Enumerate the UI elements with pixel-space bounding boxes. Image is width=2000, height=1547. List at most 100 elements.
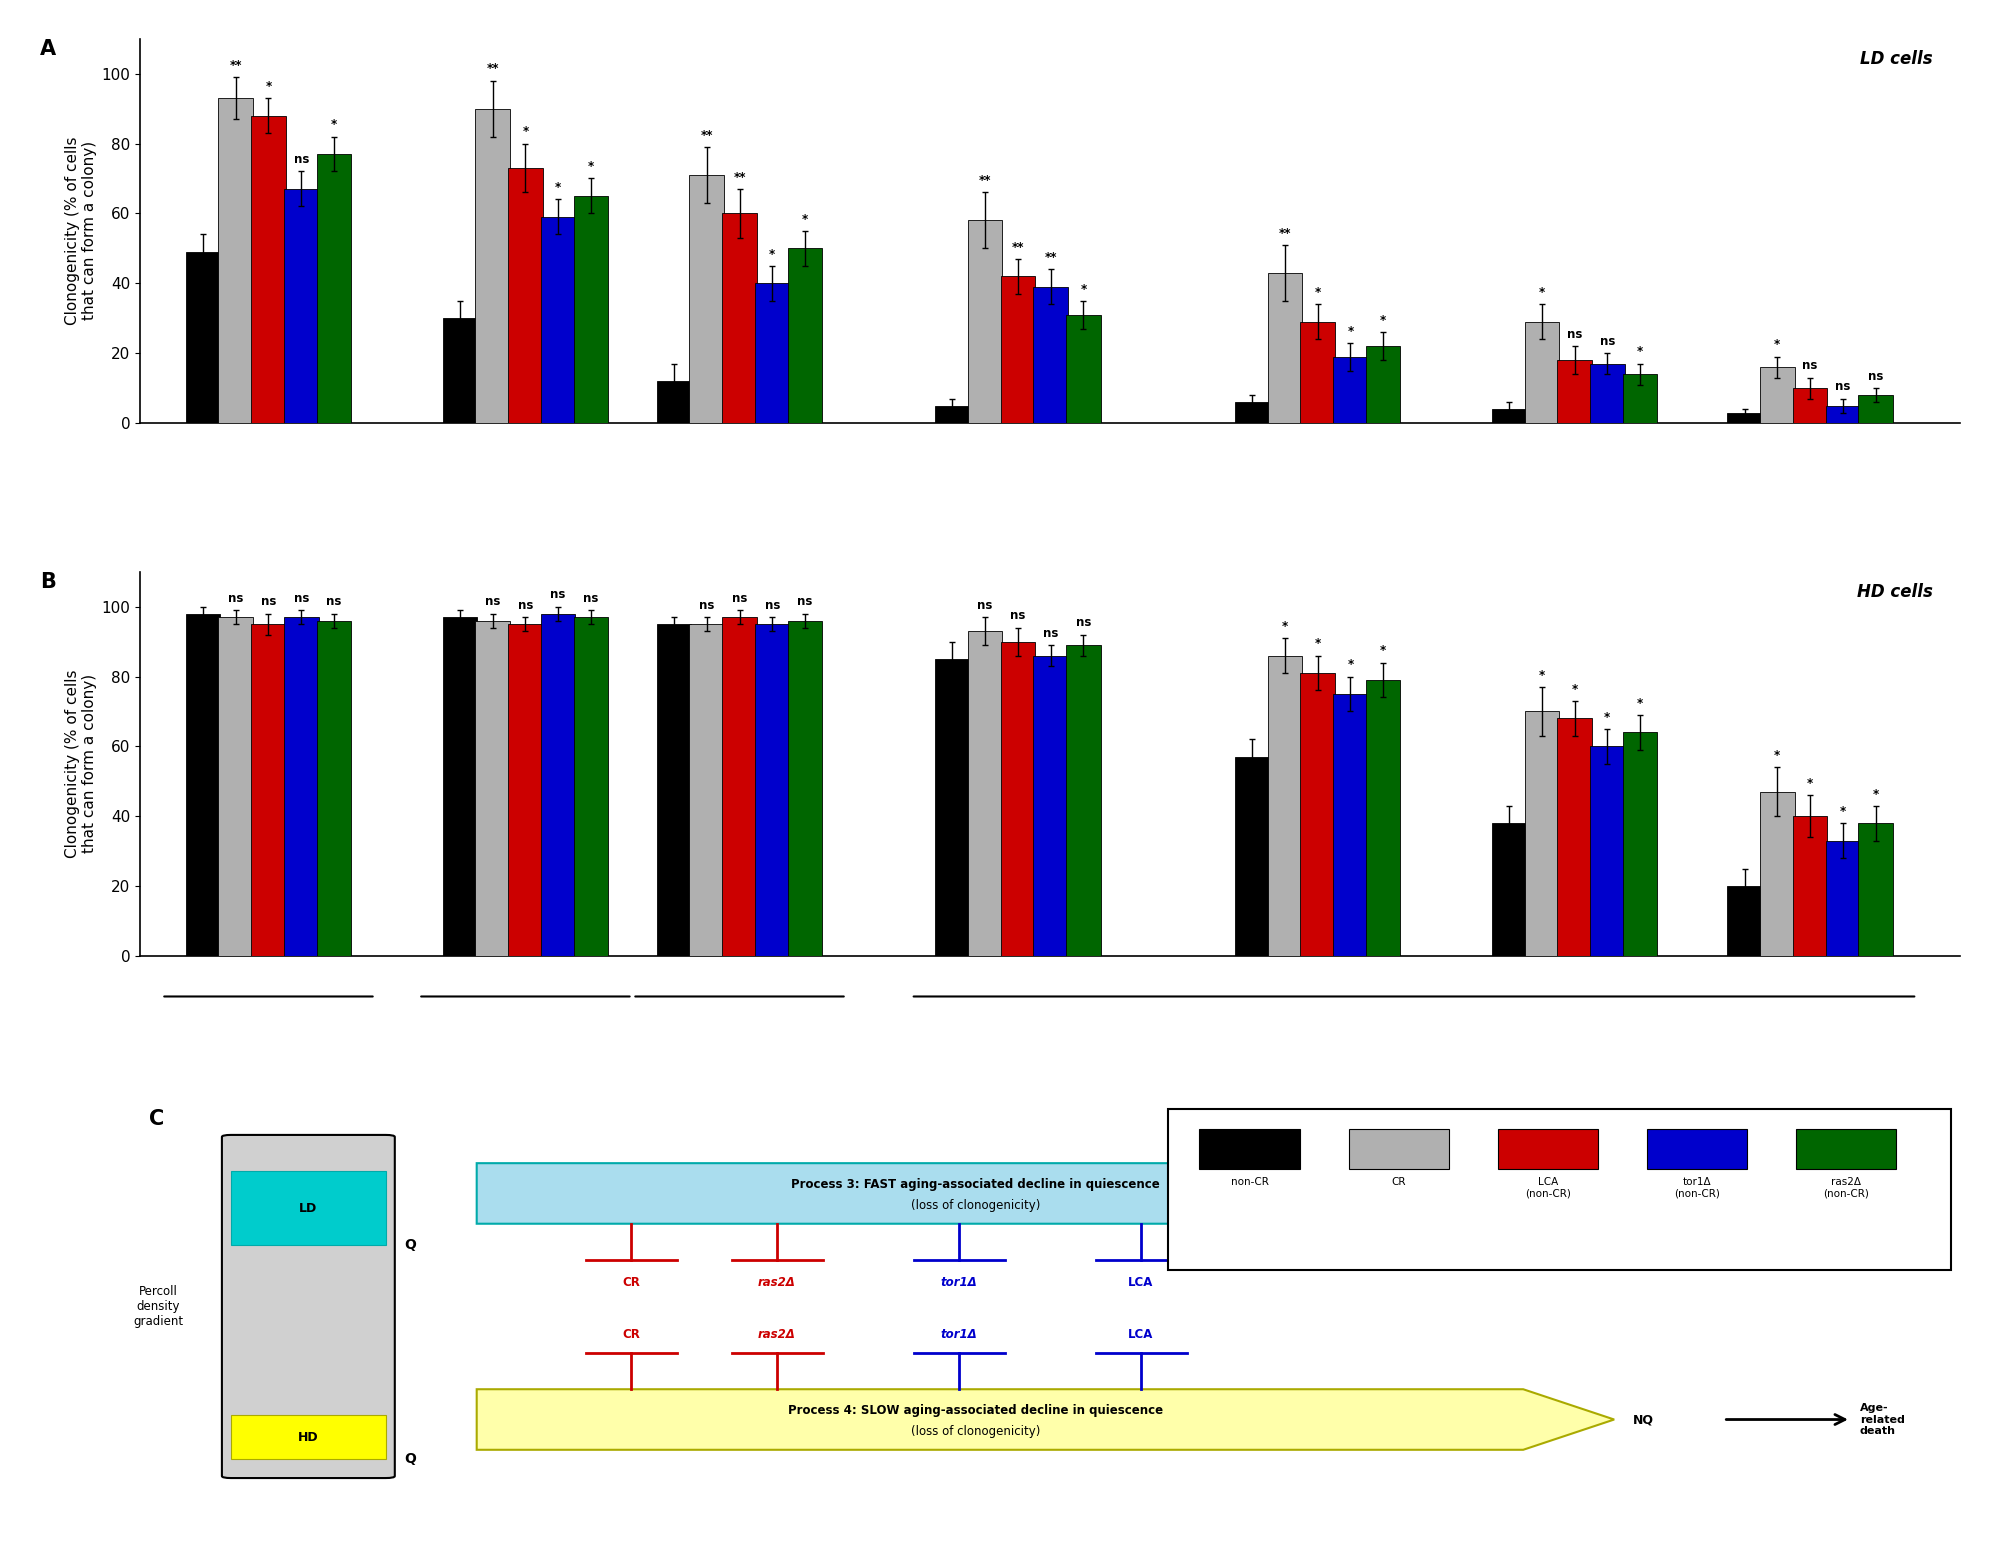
Text: LCA: LCA [1128,1276,1154,1289]
Text: tor1Δ
(non-CR): tor1Δ (non-CR) [1674,1177,1720,1199]
Bar [508,169,542,424]
Text: ns: ns [550,588,566,602]
Bar [1234,756,1270,956]
Text: *: * [1538,286,1544,299]
Text: ns: ns [1600,336,1616,348]
Text: A: A [40,39,56,59]
Text: NQ: NQ [1632,1187,1654,1200]
Text: **: ** [978,175,992,187]
Text: **: ** [486,62,498,76]
Text: HD cells: HD cells [1856,583,1932,602]
Text: ns: ns [1076,616,1092,630]
Bar [1792,817,1828,956]
Bar [1300,673,1334,956]
Text: ns: ns [260,596,276,608]
Bar [1000,277,1036,424]
FancyBboxPatch shape [1648,1129,1748,1170]
Polygon shape [476,1389,1614,1450]
Text: LCA
(non-CR): LCA (non-CR) [1526,1177,1570,1199]
Text: ns: ns [1802,359,1818,373]
Bar [1622,732,1658,956]
Text: ns: ns [584,593,598,605]
Bar [540,614,576,956]
Text: *: * [1604,710,1610,724]
Bar [1590,746,1624,956]
Text: ras2Δ
(non-CR): ras2Δ (non-CR) [1824,1177,1870,1199]
Bar [442,617,478,956]
Bar [1858,394,1892,424]
Bar [1524,322,1560,424]
FancyBboxPatch shape [222,1135,394,1477]
Text: ns: ns [1836,381,1850,393]
Text: Q: Q [404,1453,416,1467]
Text: *: * [802,212,808,226]
Text: LD: LD [300,1202,318,1214]
Text: (loss of clonogenicity): (loss of clonogenicity) [910,1425,1040,1439]
Bar [1792,388,1828,424]
Text: *: * [556,181,562,195]
Text: Percoll
density
gradient: Percoll density gradient [134,1286,184,1327]
Bar [186,252,220,424]
Text: CR: CR [1392,1177,1406,1187]
Text: *: * [1538,668,1544,682]
Y-axis label: Clonogenicity (% of cells
that can form a colony): Clonogenicity (% of cells that can form … [64,670,98,859]
Text: Q: Q [404,1239,416,1253]
Text: *: * [522,125,528,138]
Text: *: * [1282,620,1288,633]
Bar [936,405,970,424]
Text: CR: CR [622,1327,640,1341]
Text: (loss of clonogenicity): (loss of clonogenicity) [910,1199,1040,1211]
Text: ns: ns [294,153,308,166]
Text: **: ** [700,128,714,142]
Text: ns: ns [978,599,992,613]
Bar [1268,272,1302,424]
Bar [1268,656,1302,956]
Bar [218,97,254,424]
Text: LD cells: LD cells [1860,50,1932,68]
FancyBboxPatch shape [1348,1129,1448,1170]
Bar [508,623,542,956]
Y-axis label: Clonogenicity (% of cells
that can form a colony): Clonogenicity (% of cells that can form … [64,136,98,325]
Text: *: * [770,248,776,260]
Text: ns: ns [1868,370,1884,384]
Text: **: ** [1044,251,1056,265]
Text: NQ: NQ [1632,1412,1654,1426]
Bar [574,617,608,956]
Text: ns: ns [294,593,308,605]
Bar [1826,840,1860,956]
Text: HD: HD [298,1431,318,1443]
Polygon shape [476,1163,1614,1224]
Text: LCA: LCA [1128,1327,1154,1341]
Bar [968,631,1002,956]
Bar [656,381,692,424]
Text: *: * [266,80,272,93]
Bar [574,196,608,424]
FancyBboxPatch shape [1168,1109,1950,1270]
Text: ns: ns [1566,328,1582,340]
Text: *: * [1806,777,1814,791]
Bar [316,155,352,424]
Bar [1066,645,1100,956]
Bar [442,319,478,424]
Text: ras2Δ: ras2Δ [758,1327,796,1341]
Text: *: * [1380,314,1386,326]
Bar [656,623,692,956]
FancyBboxPatch shape [232,1416,386,1459]
Text: ns: ns [700,599,714,613]
Bar [1760,792,1794,956]
Text: *: * [588,161,594,173]
Text: *: * [1774,339,1780,351]
Text: *: * [1636,345,1644,359]
Bar [218,617,254,956]
Bar [936,659,970,956]
Bar [540,217,576,424]
Bar [722,617,756,956]
Text: tor1Δ: tor1Δ [940,1276,978,1289]
Text: *: * [1840,804,1846,818]
Bar [1728,886,1762,956]
Text: Age-
related
death: Age- related death [1860,1177,1904,1210]
Bar [788,620,822,956]
Text: Age-
related
death: Age- related death [1860,1403,1904,1436]
Bar [1066,314,1100,424]
Text: ns: ns [518,599,534,613]
